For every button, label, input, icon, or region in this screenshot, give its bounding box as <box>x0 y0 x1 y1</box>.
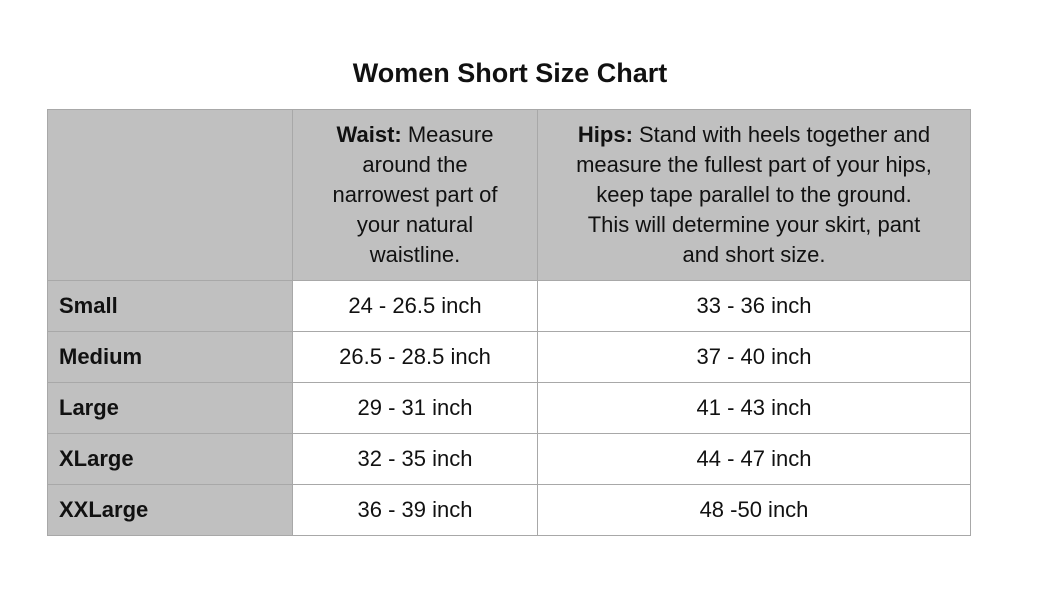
size-cell: Large <box>47 382 293 434</box>
waist-cell: 36 - 39 inch <box>292 484 538 536</box>
hips-cell: 33 - 36 inch <box>537 280 971 332</box>
hips-label: Hips: <box>577 122 633 147</box>
size-cell: Small <box>47 280 293 332</box>
header-empty-cell <box>47 109 293 281</box>
table-row: Small 24 - 26.5 inch 33 - 36 inch <box>47 280 971 332</box>
waist-cell: 24 - 26.5 inch <box>292 280 538 332</box>
size-cell: XXLarge <box>47 484 293 536</box>
page-title: Women Short Size Chart <box>352 58 668 88</box>
waist-description: Measure around the narrowest part of you… <box>332 122 498 267</box>
hips-description: Stand with heels together and measure th… <box>576 122 932 267</box>
table-row: XXLarge 36 - 39 inch 48 -50 inch <box>47 484 971 536</box>
table-row: Large 29 - 31 inch 41 - 43 inch <box>47 382 971 434</box>
waist-cell: 32 - 35 inch <box>292 433 538 485</box>
header-row: Waist: Measure around the narrowest part… <box>47 109 971 281</box>
hips-cell: 48 -50 inch <box>537 484 971 536</box>
waist-label: Waist: <box>336 122 402 147</box>
size-cell: XLarge <box>47 433 293 485</box>
waist-cell: 26.5 - 28.5 inch <box>292 331 538 383</box>
table-row: XLarge 32 - 35 inch 44 - 47 inch <box>47 433 971 485</box>
header-waist: Waist: Measure around the narrowest part… <box>292 109 538 281</box>
table-row: Medium 26.5 - 28.5 inch 37 - 40 inch <box>47 331 971 383</box>
hips-cell: 44 - 47 inch <box>537 433 971 485</box>
waist-cell: 29 - 31 inch <box>292 382 538 434</box>
hips-cell: 37 - 40 inch <box>537 331 971 383</box>
size-cell: Medium <box>47 331 293 383</box>
hips-cell: 41 - 43 inch <box>537 382 971 434</box>
size-chart-table: Waist: Measure around the narrowest part… <box>47 109 971 536</box>
header-hips: Hips: Stand with heels together and meas… <box>537 109 971 281</box>
